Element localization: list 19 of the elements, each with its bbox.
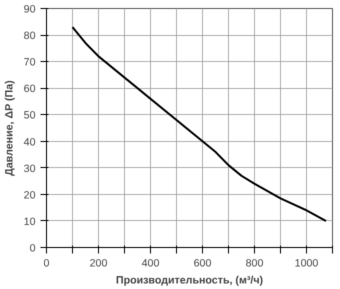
x-tick-label: 0 [44, 258, 50, 270]
line-series [72, 26, 327, 222]
y-tick-label: 10 [24, 216, 36, 228]
x-tick-label: 800 [246, 258, 264, 270]
x-tick-label: 200 [90, 258, 108, 270]
x-axis-title: Производительность, (м³/ч) [116, 274, 264, 286]
y-axis-title: Давление, ΔP (Па) [4, 80, 16, 176]
y-tick-label: 40 [24, 136, 36, 148]
x-tick-label: 400 [142, 258, 160, 270]
y-tick-label: 50 [24, 110, 36, 122]
y-tick-label: 20 [24, 189, 36, 202]
y-tick-label: 60 [24, 83, 36, 96]
x-tick-label: 1000 [294, 258, 318, 270]
y-tick-label: 0 [30, 242, 36, 254]
y-tick-label: 90 [24, 4, 36, 16]
y-tick-label: 30 [24, 162, 36, 175]
y-tick-label: 70 [24, 56, 36, 69]
y-tick-label: 80 [24, 30, 36, 42]
x-tick-label: 600 [194, 258, 212, 270]
